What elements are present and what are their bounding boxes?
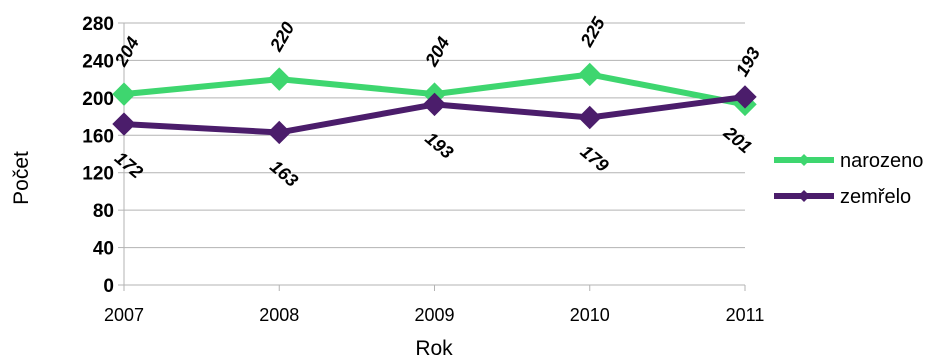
data-label: 179: [577, 141, 613, 176]
data-point-marker: [112, 112, 136, 136]
data-label: 201: [719, 122, 756, 157]
data-point-marker: [267, 67, 291, 91]
data-label: 225: [576, 13, 609, 51]
x-tick-label: 2010: [570, 305, 610, 325]
y-tick-labels: 0 40 80 120 160 200 240 280: [82, 14, 114, 297]
data-label: 220: [265, 19, 298, 56]
data-label: 172: [111, 148, 147, 183]
x-tick-labels: 2007 2008 2009 2010 2011: [104, 305, 764, 325]
data-label: 193: [732, 44, 764, 80]
data-label: 193: [421, 128, 457, 163]
x-tick-label: 2011: [726, 305, 765, 325]
y-tick-label: 0: [103, 276, 114, 297]
y-tick-label: 200: [82, 89, 114, 110]
x-axis-title: Rok: [415, 337, 453, 358]
x-tick-label: 2007: [104, 305, 144, 325]
data-point-marker: [733, 85, 757, 109]
data-point-marker: [422, 92, 447, 117]
data-point-marker: [578, 105, 602, 130]
legend-swatch-marker: [798, 190, 810, 202]
legend-label: narozeno: [840, 150, 923, 172]
legend: narozeno zemřelo: [774, 150, 923, 208]
legend-label: zemřelo: [840, 186, 911, 208]
legend-swatch-marker: [798, 154, 810, 166]
y-axis-title: Počet: [10, 151, 33, 205]
data-point-marker: [578, 62, 602, 87]
data-label: 204: [110, 33, 143, 70]
series-lines: [112, 62, 757, 145]
y-tick-label: 280: [82, 14, 114, 35]
data-label: 204: [421, 33, 454, 70]
x-tick-label: 2009: [414, 305, 454, 325]
y-tick-label: 40: [93, 239, 114, 260]
y-tick-label: 80: [93, 201, 114, 222]
y-tick-label: 120: [82, 164, 114, 185]
data-point-marker: [267, 120, 291, 145]
y-tick-label: 240: [82, 51, 114, 72]
data-label: 163: [266, 156, 302, 191]
y-tick-label: 160: [82, 126, 114, 147]
x-tick-label: 2008: [259, 305, 299, 325]
data-point-marker: [112, 82, 136, 106]
